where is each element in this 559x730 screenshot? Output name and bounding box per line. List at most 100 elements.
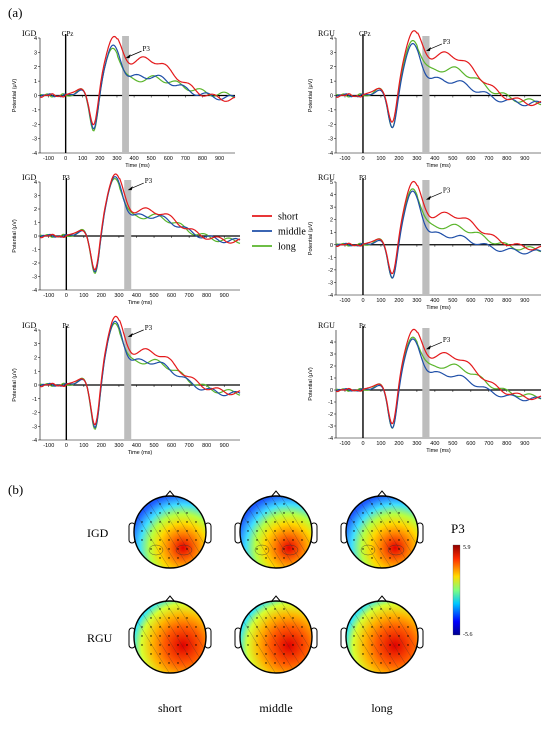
x-tick-label: 0 bbox=[361, 441, 364, 447]
electrode bbox=[159, 635, 161, 637]
electrode bbox=[274, 548, 276, 550]
x-tick-label: 400 bbox=[430, 156, 439, 162]
y-tick-label: -1 bbox=[32, 248, 37, 254]
p3-arrowhead bbox=[425, 195, 431, 200]
colorbar-title: P3 bbox=[451, 521, 465, 536]
y-axis-label: Potential (μV) bbox=[12, 219, 18, 253]
electrode bbox=[150, 512, 152, 514]
electrode bbox=[353, 521, 355, 523]
electrode bbox=[301, 530, 303, 532]
electrode bbox=[177, 503, 179, 505]
x-tick-label: 800 bbox=[202, 443, 211, 449]
x-tick-label: 500 bbox=[448, 441, 457, 447]
electrode bbox=[301, 521, 303, 523]
electrode bbox=[353, 626, 355, 628]
x-tick-label: 200 bbox=[394, 441, 403, 447]
electrode bbox=[177, 653, 179, 655]
y-tick-label: -4 bbox=[328, 151, 333, 157]
electrode bbox=[150, 521, 152, 523]
electrode bbox=[265, 512, 267, 514]
head-outline bbox=[239, 600, 313, 674]
x-tick-label: -100 bbox=[43, 293, 54, 299]
electrode bbox=[283, 539, 285, 541]
electrode bbox=[186, 626, 188, 628]
x-tick-label: 0 bbox=[64, 156, 67, 162]
y-tick-label: 4 bbox=[34, 180, 37, 186]
electrode bbox=[292, 653, 294, 655]
electrode bbox=[195, 644, 197, 646]
electrode bbox=[150, 653, 152, 655]
electrode bbox=[274, 503, 276, 505]
electrode bbox=[141, 644, 143, 646]
electrode bbox=[168, 653, 170, 655]
electrode bbox=[141, 539, 143, 541]
electrode bbox=[168, 626, 170, 628]
electrode bbox=[177, 617, 179, 619]
electrode bbox=[283, 530, 285, 532]
electrode bbox=[274, 662, 276, 664]
erp-plot-igd-cpz: -4 -3 -2 -1 0 1 2 3 4 -100 0 100 200 300 400 500 600 700 8… bbox=[12, 29, 236, 169]
electrode bbox=[407, 626, 409, 628]
electrode bbox=[186, 539, 188, 541]
electrode bbox=[292, 539, 294, 541]
x-tick-label: 600 bbox=[167, 293, 176, 299]
x-tick-label: 900 bbox=[215, 156, 224, 162]
electrode bbox=[362, 539, 364, 541]
electrode bbox=[292, 530, 294, 532]
channel-label: Pz bbox=[359, 322, 366, 330]
y-tick-label: 0 bbox=[330, 388, 333, 394]
channel-label: CPz bbox=[62, 30, 74, 38]
electrode bbox=[168, 617, 170, 619]
channel-label: Pz bbox=[62, 322, 69, 330]
x-tick-label: 700 bbox=[185, 293, 194, 299]
y-tick-label: 2 bbox=[330, 65, 333, 71]
electrode bbox=[141, 635, 143, 637]
electrode bbox=[159, 557, 161, 559]
electrode bbox=[398, 512, 400, 514]
electrode bbox=[389, 557, 391, 559]
electrode bbox=[159, 503, 161, 505]
electrode bbox=[362, 530, 364, 532]
electrode bbox=[380, 635, 382, 637]
electrode bbox=[371, 512, 373, 514]
electrode bbox=[159, 608, 161, 610]
electrode bbox=[168, 512, 170, 514]
y-tick-label: -1 bbox=[328, 108, 333, 114]
series-middle bbox=[335, 338, 542, 429]
electrode bbox=[407, 521, 409, 523]
condition-label-middle: middle bbox=[259, 701, 292, 715]
electrode bbox=[362, 626, 364, 628]
electrode bbox=[380, 539, 382, 541]
electrode bbox=[398, 539, 400, 541]
electrode bbox=[150, 548, 152, 550]
electrode bbox=[407, 635, 409, 637]
electrode bbox=[256, 644, 258, 646]
x-tick-label: 800 bbox=[502, 298, 511, 304]
electrode bbox=[177, 644, 179, 646]
y-tick-label: 3 bbox=[34, 342, 37, 348]
electrode bbox=[186, 617, 188, 619]
series-short bbox=[39, 315, 241, 426]
electrode bbox=[265, 644, 267, 646]
y-tick-label: -4 bbox=[32, 151, 37, 157]
scalp-map-igd-long bbox=[340, 490, 424, 569]
y-tick-label: 1 bbox=[34, 369, 37, 375]
p3-arrowhead bbox=[425, 46, 431, 51]
x-axis-label: Time (ms) bbox=[128, 450, 153, 456]
x-tick-label: 300 bbox=[412, 298, 421, 304]
electrode bbox=[292, 644, 294, 646]
p3-label: P3 bbox=[443, 38, 451, 46]
x-tick-label: 600 bbox=[167, 443, 176, 449]
electrode bbox=[371, 653, 373, 655]
y-tick-label: 0 bbox=[34, 234, 37, 240]
electrode bbox=[283, 557, 285, 559]
x-tick-label: 700 bbox=[185, 443, 194, 449]
y-tick-label: 3 bbox=[34, 194, 37, 200]
series-short bbox=[39, 35, 236, 126]
y-tick-label: -4 bbox=[32, 288, 37, 294]
electrode bbox=[371, 521, 373, 523]
electrode bbox=[380, 653, 382, 655]
electrode bbox=[389, 548, 391, 550]
topography-panels: IGD RGU short middle long P3 5.9 -5.6 bbox=[87, 490, 473, 715]
electrode bbox=[398, 653, 400, 655]
